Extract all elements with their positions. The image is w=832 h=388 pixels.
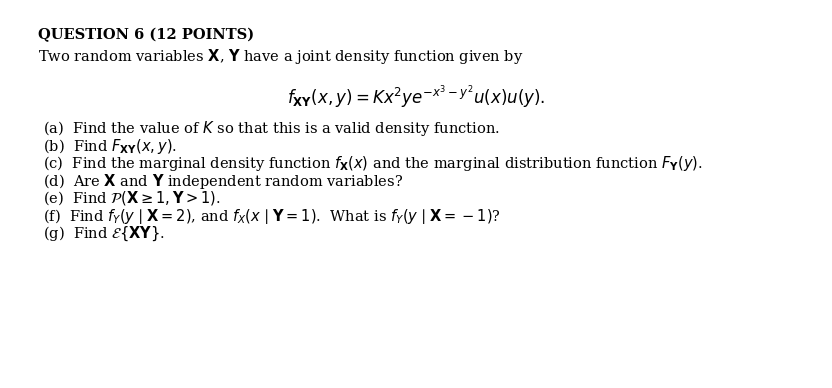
Text: (c)  Find the marginal density function $f_{\mathbf{X}}(x)$ and the marginal dis: (c) Find the marginal density function $… — [43, 154, 703, 173]
Text: (g)  Find $\mathcal{E}\{\mathbf{XY}\}$.: (g) Find $\mathcal{E}\{\mathbf{XY}\}$. — [43, 225, 165, 243]
Text: (f)  Find $f_{Y}(y\mid\mathbf{X} = 2)$, and $f_{X}(x\mid\mathbf{Y} = 1)$.  What : (f) Find $f_{Y}(y\mid\mathbf{X} = 2)$, a… — [43, 207, 501, 226]
Text: Two random variables $\mathbf{X}$, $\mathbf{Y}$ have a joint density function gi: Two random variables $\mathbf{X}$, $\mat… — [38, 47, 523, 66]
Text: QUESTION 6 (12 POINTS): QUESTION 6 (12 POINTS) — [38, 28, 254, 42]
Text: (a)  Find the value of $K$ so that this is a valid density function.: (a) Find the value of $K$ so that this i… — [43, 120, 500, 139]
Text: (b)  Find $F_{\mathbf{XY}}(x,y)$.: (b) Find $F_{\mathbf{XY}}(x,y)$. — [43, 137, 177, 156]
Text: (d)  Are $\mathbf{X}$ and $\mathbf{Y}$ independent random variables?: (d) Are $\mathbf{X}$ and $\mathbf{Y}$ in… — [43, 172, 404, 191]
Text: (e)  Find $\mathcal{P}(\mathbf{X} \geq 1, \mathbf{Y} > 1)$.: (e) Find $\mathcal{P}(\mathbf{X} \geq 1,… — [43, 189, 221, 208]
Text: $f_{\mathbf{XY}}(x,y) = Kx^2ye^{-x^3-y^2}u(x)u(y).$: $f_{\mathbf{XY}}(x,y) = Kx^2ye^{-x^3-y^2… — [287, 83, 545, 111]
